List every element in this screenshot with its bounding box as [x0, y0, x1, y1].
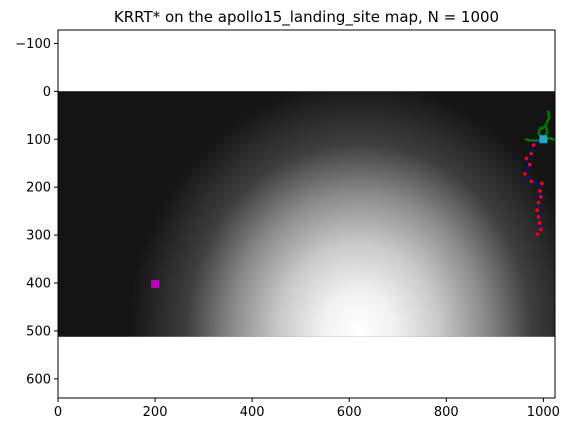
path-point	[537, 221, 542, 225]
solution-path	[523, 138, 544, 235]
tree-edge	[544, 116, 551, 127]
goal-marker	[539, 135, 548, 144]
path-point	[535, 208, 539, 212]
path-point	[538, 189, 542, 193]
x-tick-label: 800	[434, 405, 459, 420]
start-marker	[151, 279, 160, 288]
path-point	[529, 179, 534, 184]
plot-area	[58, 91, 555, 337]
x-tick-label: 400	[240, 405, 265, 420]
path-point	[539, 227, 543, 232]
y-tick-label: 0	[43, 85, 51, 100]
x-tick-label: 1000	[527, 405, 560, 420]
tree-edge	[541, 123, 548, 130]
path-line	[523, 138, 544, 235]
path-point	[535, 232, 540, 236]
axes-frame	[57, 29, 556, 399]
path-point	[523, 171, 527, 176]
path-point	[524, 156, 529, 161]
path-point	[539, 194, 543, 199]
heightmap-glow	[58, 91, 555, 337]
y-tick-label: 400	[26, 277, 51, 292]
y-tick-label: 100	[26, 133, 51, 148]
tree-edge	[524, 138, 531, 142]
tree-edge	[546, 110, 551, 119]
y-tick-label: 600	[26, 372, 51, 387]
tree-edge	[537, 126, 542, 135]
path-point	[540, 181, 544, 186]
y-axis: −100 0 100 200 300 400 500 600	[15, 37, 58, 387]
x-tick-label: 0	[54, 405, 62, 420]
y-tick-label: 500	[26, 324, 51, 339]
x-tick-label: 600	[337, 405, 362, 420]
path-point	[529, 151, 534, 156]
y-tick-label: −100	[15, 37, 51, 52]
markers	[151, 135, 548, 288]
path-point	[531, 143, 536, 147]
path-point	[536, 215, 541, 219]
y-tick-label: 200	[26, 181, 51, 196]
x-tick-label: 200	[143, 405, 168, 420]
y-tick-label: 300	[26, 229, 51, 244]
x-axis: 0 200 400 600 800 1000	[54, 398, 560, 420]
chart-title: KRRT* on the apollo15_landing_site map, …	[114, 8, 499, 27]
path-point	[536, 200, 541, 205]
path-point	[527, 162, 532, 167]
path-points	[523, 137, 546, 236]
